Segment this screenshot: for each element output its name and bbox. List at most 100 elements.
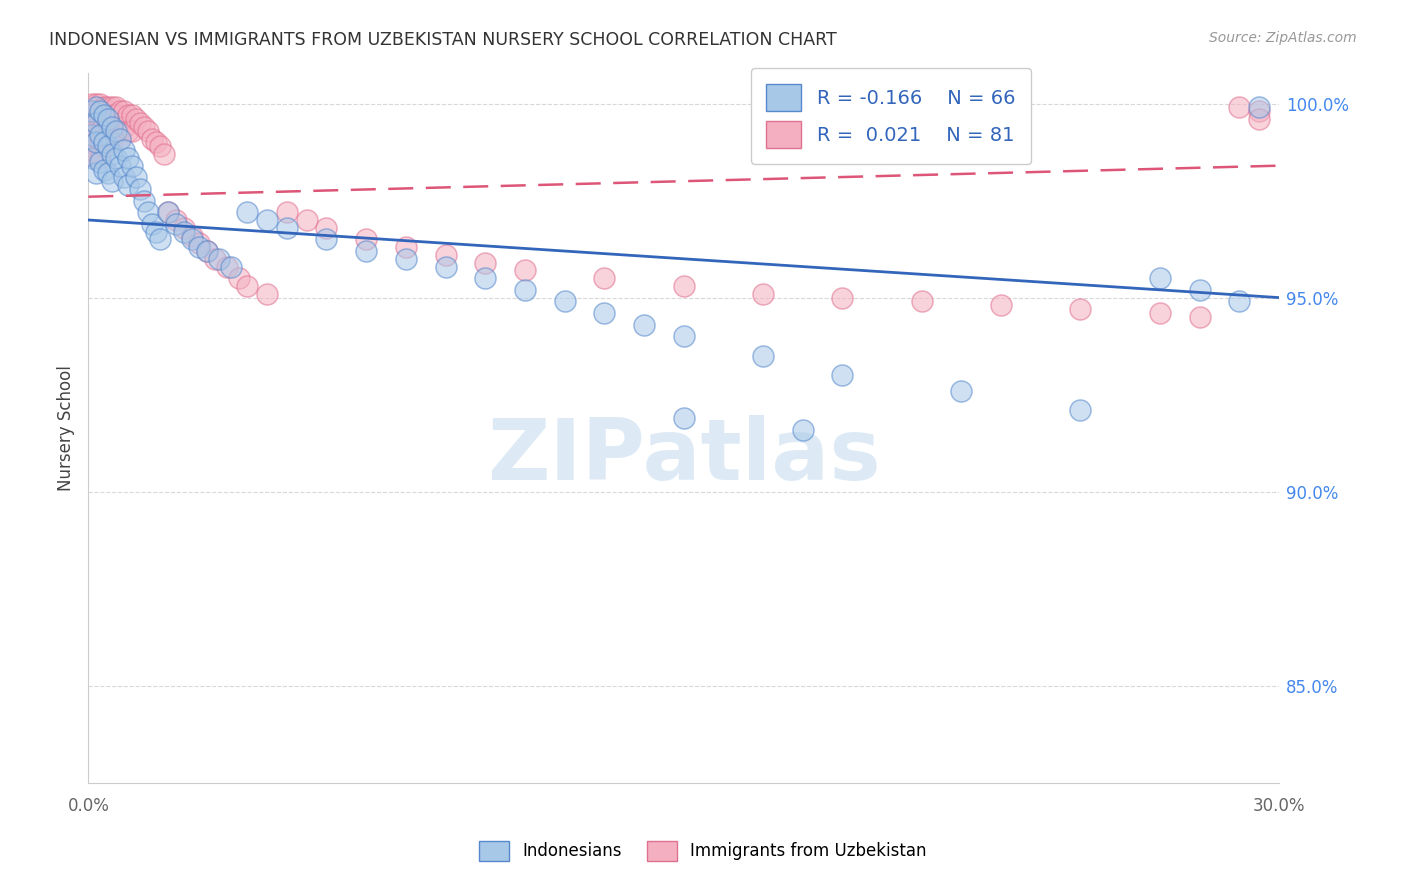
Point bbox=[149, 139, 172, 153]
Point bbox=[256, 213, 278, 227]
Point bbox=[82, 124, 104, 138]
Point bbox=[86, 136, 108, 150]
Point bbox=[156, 205, 179, 219]
Point bbox=[217, 260, 239, 274]
Point bbox=[108, 159, 131, 173]
Y-axis label: Nursery School: Nursery School bbox=[58, 365, 75, 491]
Point bbox=[89, 136, 111, 150]
Point bbox=[1188, 283, 1211, 297]
Point bbox=[204, 252, 226, 266]
Point bbox=[82, 104, 104, 119]
Point bbox=[101, 108, 124, 122]
Point bbox=[188, 236, 211, 251]
Point bbox=[554, 294, 576, 309]
Point bbox=[86, 104, 108, 119]
Point bbox=[141, 131, 163, 145]
Point bbox=[97, 112, 120, 127]
Point bbox=[197, 244, 219, 258]
Point bbox=[219, 260, 242, 274]
Point bbox=[132, 120, 155, 134]
Point bbox=[101, 120, 124, 134]
Point bbox=[112, 120, 135, 134]
Point bbox=[86, 112, 108, 127]
Point bbox=[108, 131, 131, 145]
Point bbox=[136, 205, 159, 219]
Point bbox=[86, 136, 108, 150]
Point bbox=[86, 116, 108, 130]
Point bbox=[112, 104, 135, 119]
Point bbox=[1149, 271, 1171, 285]
Point bbox=[97, 166, 120, 180]
Point bbox=[208, 252, 231, 266]
Point bbox=[105, 151, 128, 165]
Point bbox=[82, 112, 104, 127]
Point bbox=[112, 143, 135, 157]
Point bbox=[752, 286, 775, 301]
Point bbox=[82, 104, 104, 119]
Point bbox=[395, 240, 418, 254]
Point bbox=[136, 124, 159, 138]
Point bbox=[82, 143, 104, 157]
Point bbox=[117, 178, 139, 192]
Point bbox=[474, 255, 496, 269]
Legend: R = -0.166    N = 66, R =  0.021    N = 81: R = -0.166 N = 66, R = 0.021 N = 81 bbox=[751, 68, 1031, 164]
Point bbox=[792, 423, 814, 437]
Point bbox=[434, 260, 457, 274]
Point bbox=[228, 271, 250, 285]
Point bbox=[1227, 100, 1250, 114]
Point bbox=[1247, 104, 1270, 119]
Point bbox=[105, 124, 128, 138]
Point bbox=[93, 108, 115, 122]
Point bbox=[165, 213, 187, 227]
Point bbox=[89, 104, 111, 119]
Point bbox=[672, 279, 695, 293]
Point bbox=[86, 124, 108, 138]
Point bbox=[315, 232, 337, 246]
Point bbox=[105, 100, 128, 114]
Point bbox=[752, 349, 775, 363]
Point bbox=[97, 139, 120, 153]
Point bbox=[129, 182, 152, 196]
Point bbox=[950, 384, 973, 398]
Point bbox=[434, 248, 457, 262]
Point bbox=[125, 112, 148, 127]
Point bbox=[236, 279, 259, 293]
Point bbox=[89, 151, 111, 165]
Point bbox=[86, 166, 108, 180]
Point bbox=[93, 116, 115, 130]
Point bbox=[276, 220, 298, 235]
Point bbox=[93, 162, 115, 177]
Point bbox=[121, 159, 143, 173]
Point bbox=[188, 240, 211, 254]
Point bbox=[1069, 403, 1091, 417]
Point bbox=[117, 108, 139, 122]
Point bbox=[474, 271, 496, 285]
Point bbox=[990, 298, 1012, 312]
Point bbox=[1188, 310, 1211, 324]
Point bbox=[180, 232, 202, 246]
Point bbox=[97, 116, 120, 130]
Point bbox=[165, 217, 187, 231]
Point bbox=[82, 96, 104, 111]
Point bbox=[93, 108, 115, 122]
Point bbox=[149, 232, 172, 246]
Point bbox=[173, 220, 195, 235]
Point bbox=[672, 410, 695, 425]
Point bbox=[121, 124, 143, 138]
Point bbox=[82, 128, 104, 142]
Point bbox=[513, 283, 536, 297]
Point bbox=[101, 136, 124, 150]
Point bbox=[1069, 302, 1091, 317]
Point bbox=[152, 147, 174, 161]
Point bbox=[89, 128, 111, 142]
Point bbox=[89, 124, 111, 138]
Point bbox=[86, 96, 108, 111]
Point bbox=[86, 100, 108, 114]
Point bbox=[141, 217, 163, 231]
Point bbox=[129, 116, 152, 130]
Point bbox=[1227, 294, 1250, 309]
Point bbox=[180, 228, 202, 243]
Point bbox=[93, 100, 115, 114]
Point bbox=[93, 139, 115, 153]
Point bbox=[125, 170, 148, 185]
